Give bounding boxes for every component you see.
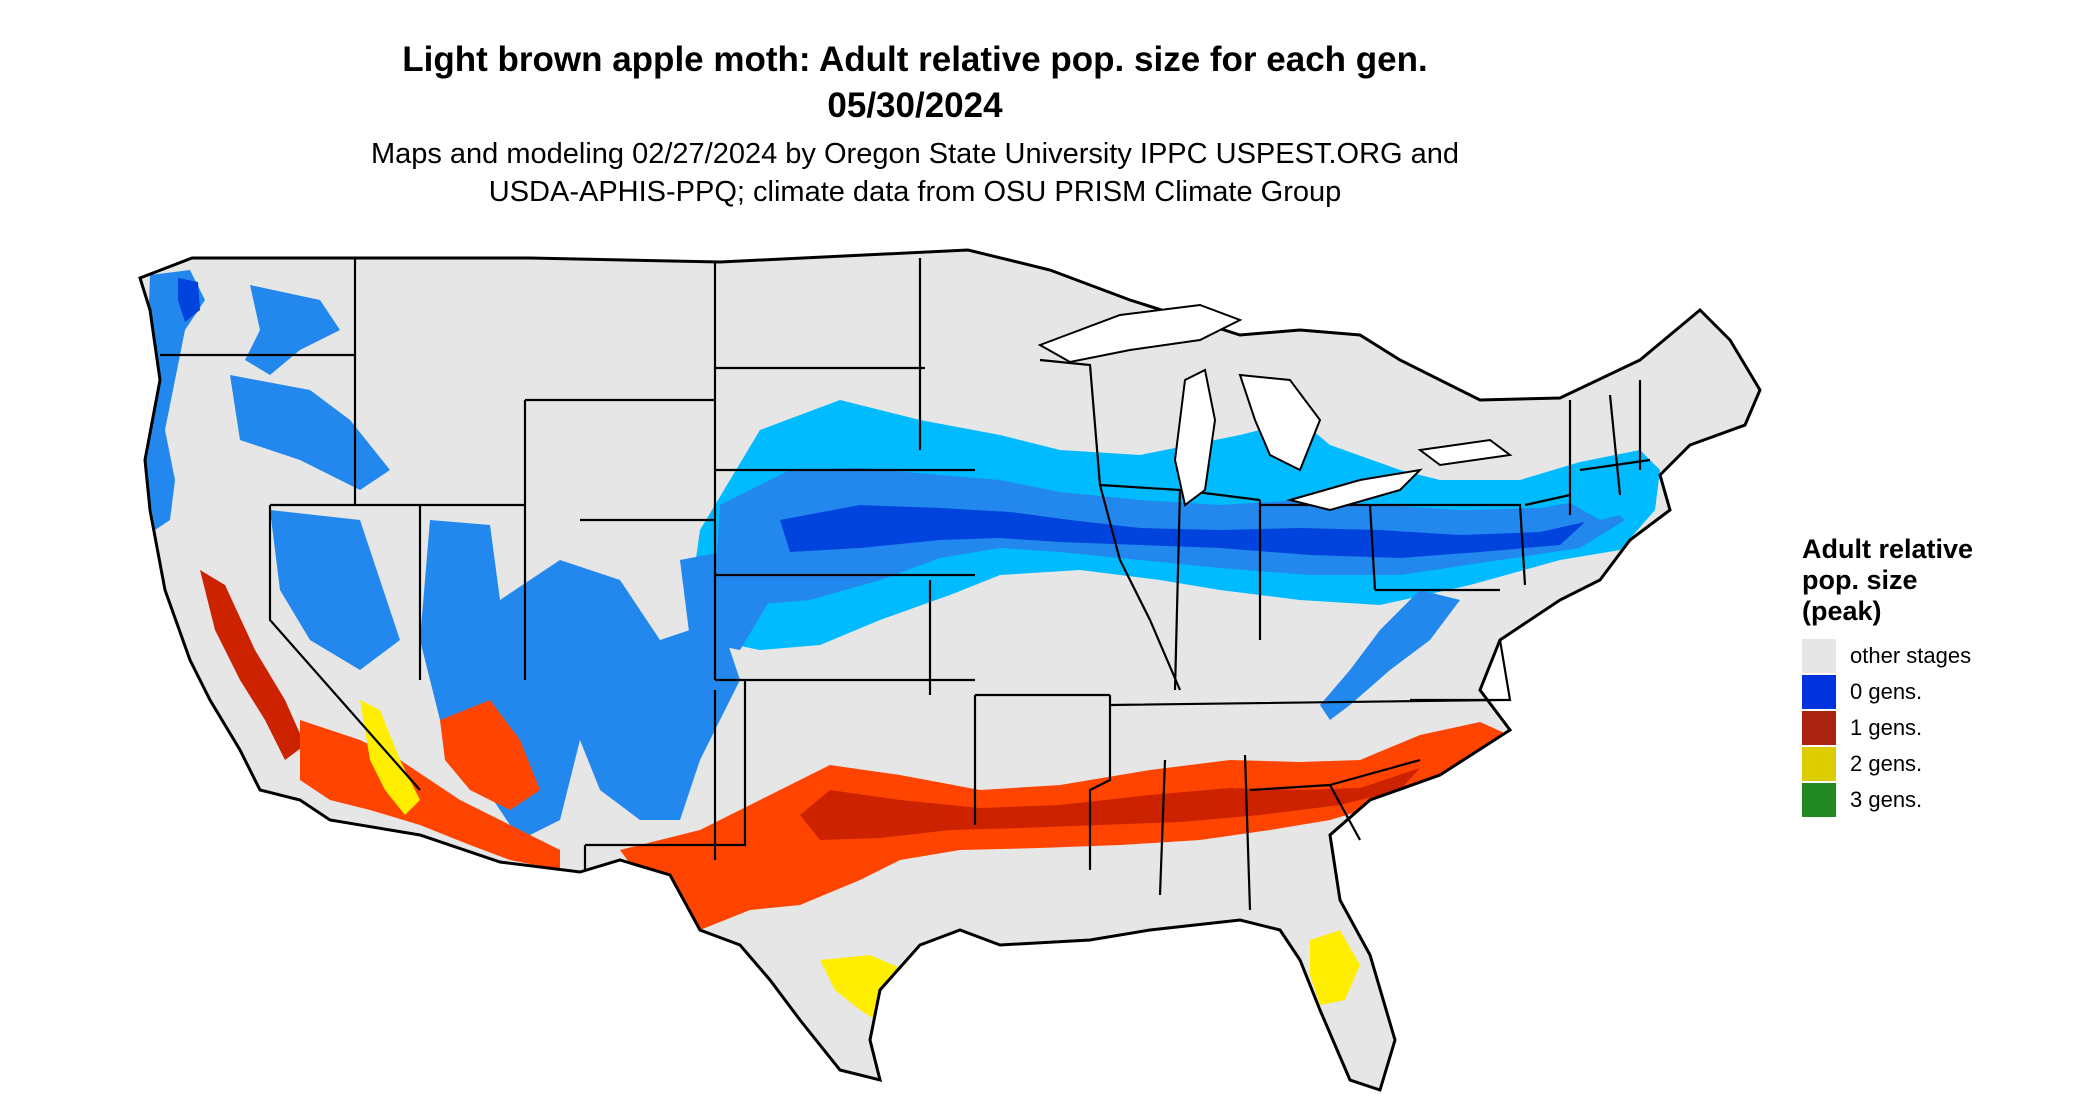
- legend-swatch: [1802, 639, 1836, 673]
- one-gen-southwest: [300, 720, 560, 870]
- one-gen-california: [200, 570, 305, 760]
- legend-label: 1 gens.: [1850, 715, 1923, 740]
- one-gen-band-dark: [800, 768, 1420, 840]
- legend-label: 0 gens.: [1850, 679, 1923, 704]
- legend-label: other stages: [1850, 643, 1972, 668]
- map-date: 05/30/2024: [827, 86, 1003, 125]
- two-gen-florida: [1310, 930, 1360, 1005]
- zero-gen-pacific-nw: [145, 270, 205, 530]
- zero-gen-idaho: [245, 285, 340, 375]
- legend-title-line1: Adult relative: [1802, 534, 1974, 564]
- map-subtitle-line2: USDA-APHIS-PPQ; climate data from OSU PR…: [488, 176, 1342, 208]
- border-midwest: [1039, 358, 1527, 691]
- great-lakes: [1037, 303, 1513, 512]
- land-base: [140, 250, 1760, 1090]
- zero-gen-oregon: [230, 375, 390, 490]
- border-plains: [583, 258, 1110, 870]
- legend-swatch: [1802, 783, 1836, 817]
- legend-title-line2: pop. size: [1802, 565, 1918, 595]
- legend-title-line3: (peak): [1802, 596, 1882, 626]
- zero-gen-plains-edge: [680, 545, 770, 650]
- lake-huron: [1238, 373, 1322, 472]
- lake-erie: [1286, 468, 1423, 512]
- border-south: [1088, 639, 1512, 911]
- one-gen-arizona: [440, 700, 540, 810]
- zero-gen-great-basin: [270, 510, 400, 670]
- zero-gen-pacific-nw-dark: [178, 278, 200, 322]
- lake-michigan: [1173, 368, 1217, 507]
- map-title: Light brown apple moth: Adult relative p…: [402, 40, 1428, 79]
- legend-swatch: [1802, 675, 1836, 709]
- legend-title: Adult relative pop. size (peak): [1802, 534, 1973, 627]
- map-subtitle-line1: Maps and modeling 02/27/2024 by Oregon S…: [370, 138, 1460, 170]
- lake-superior: [1037, 303, 1243, 364]
- zero-gen-newengland: [1565, 470, 1650, 520]
- zero-gen-appalachian: [1320, 590, 1460, 720]
- border-northeast: [1524, 380, 1651, 515]
- three-gen-florida-keys: [1320, 1090, 1370, 1108]
- legend-swatch: [1802, 747, 1836, 781]
- lake-ontario: [1417, 438, 1513, 467]
- legend-label: 2 gens.: [1850, 751, 1923, 776]
- legend-label: 3 gens.: [1850, 787, 1923, 812]
- population-layer: [145, 270, 1660, 1108]
- legend-swatch: [1802, 711, 1836, 745]
- state-borders: [160, 258, 1651, 911]
- zero-gen-band-dark: [780, 505, 1585, 558]
